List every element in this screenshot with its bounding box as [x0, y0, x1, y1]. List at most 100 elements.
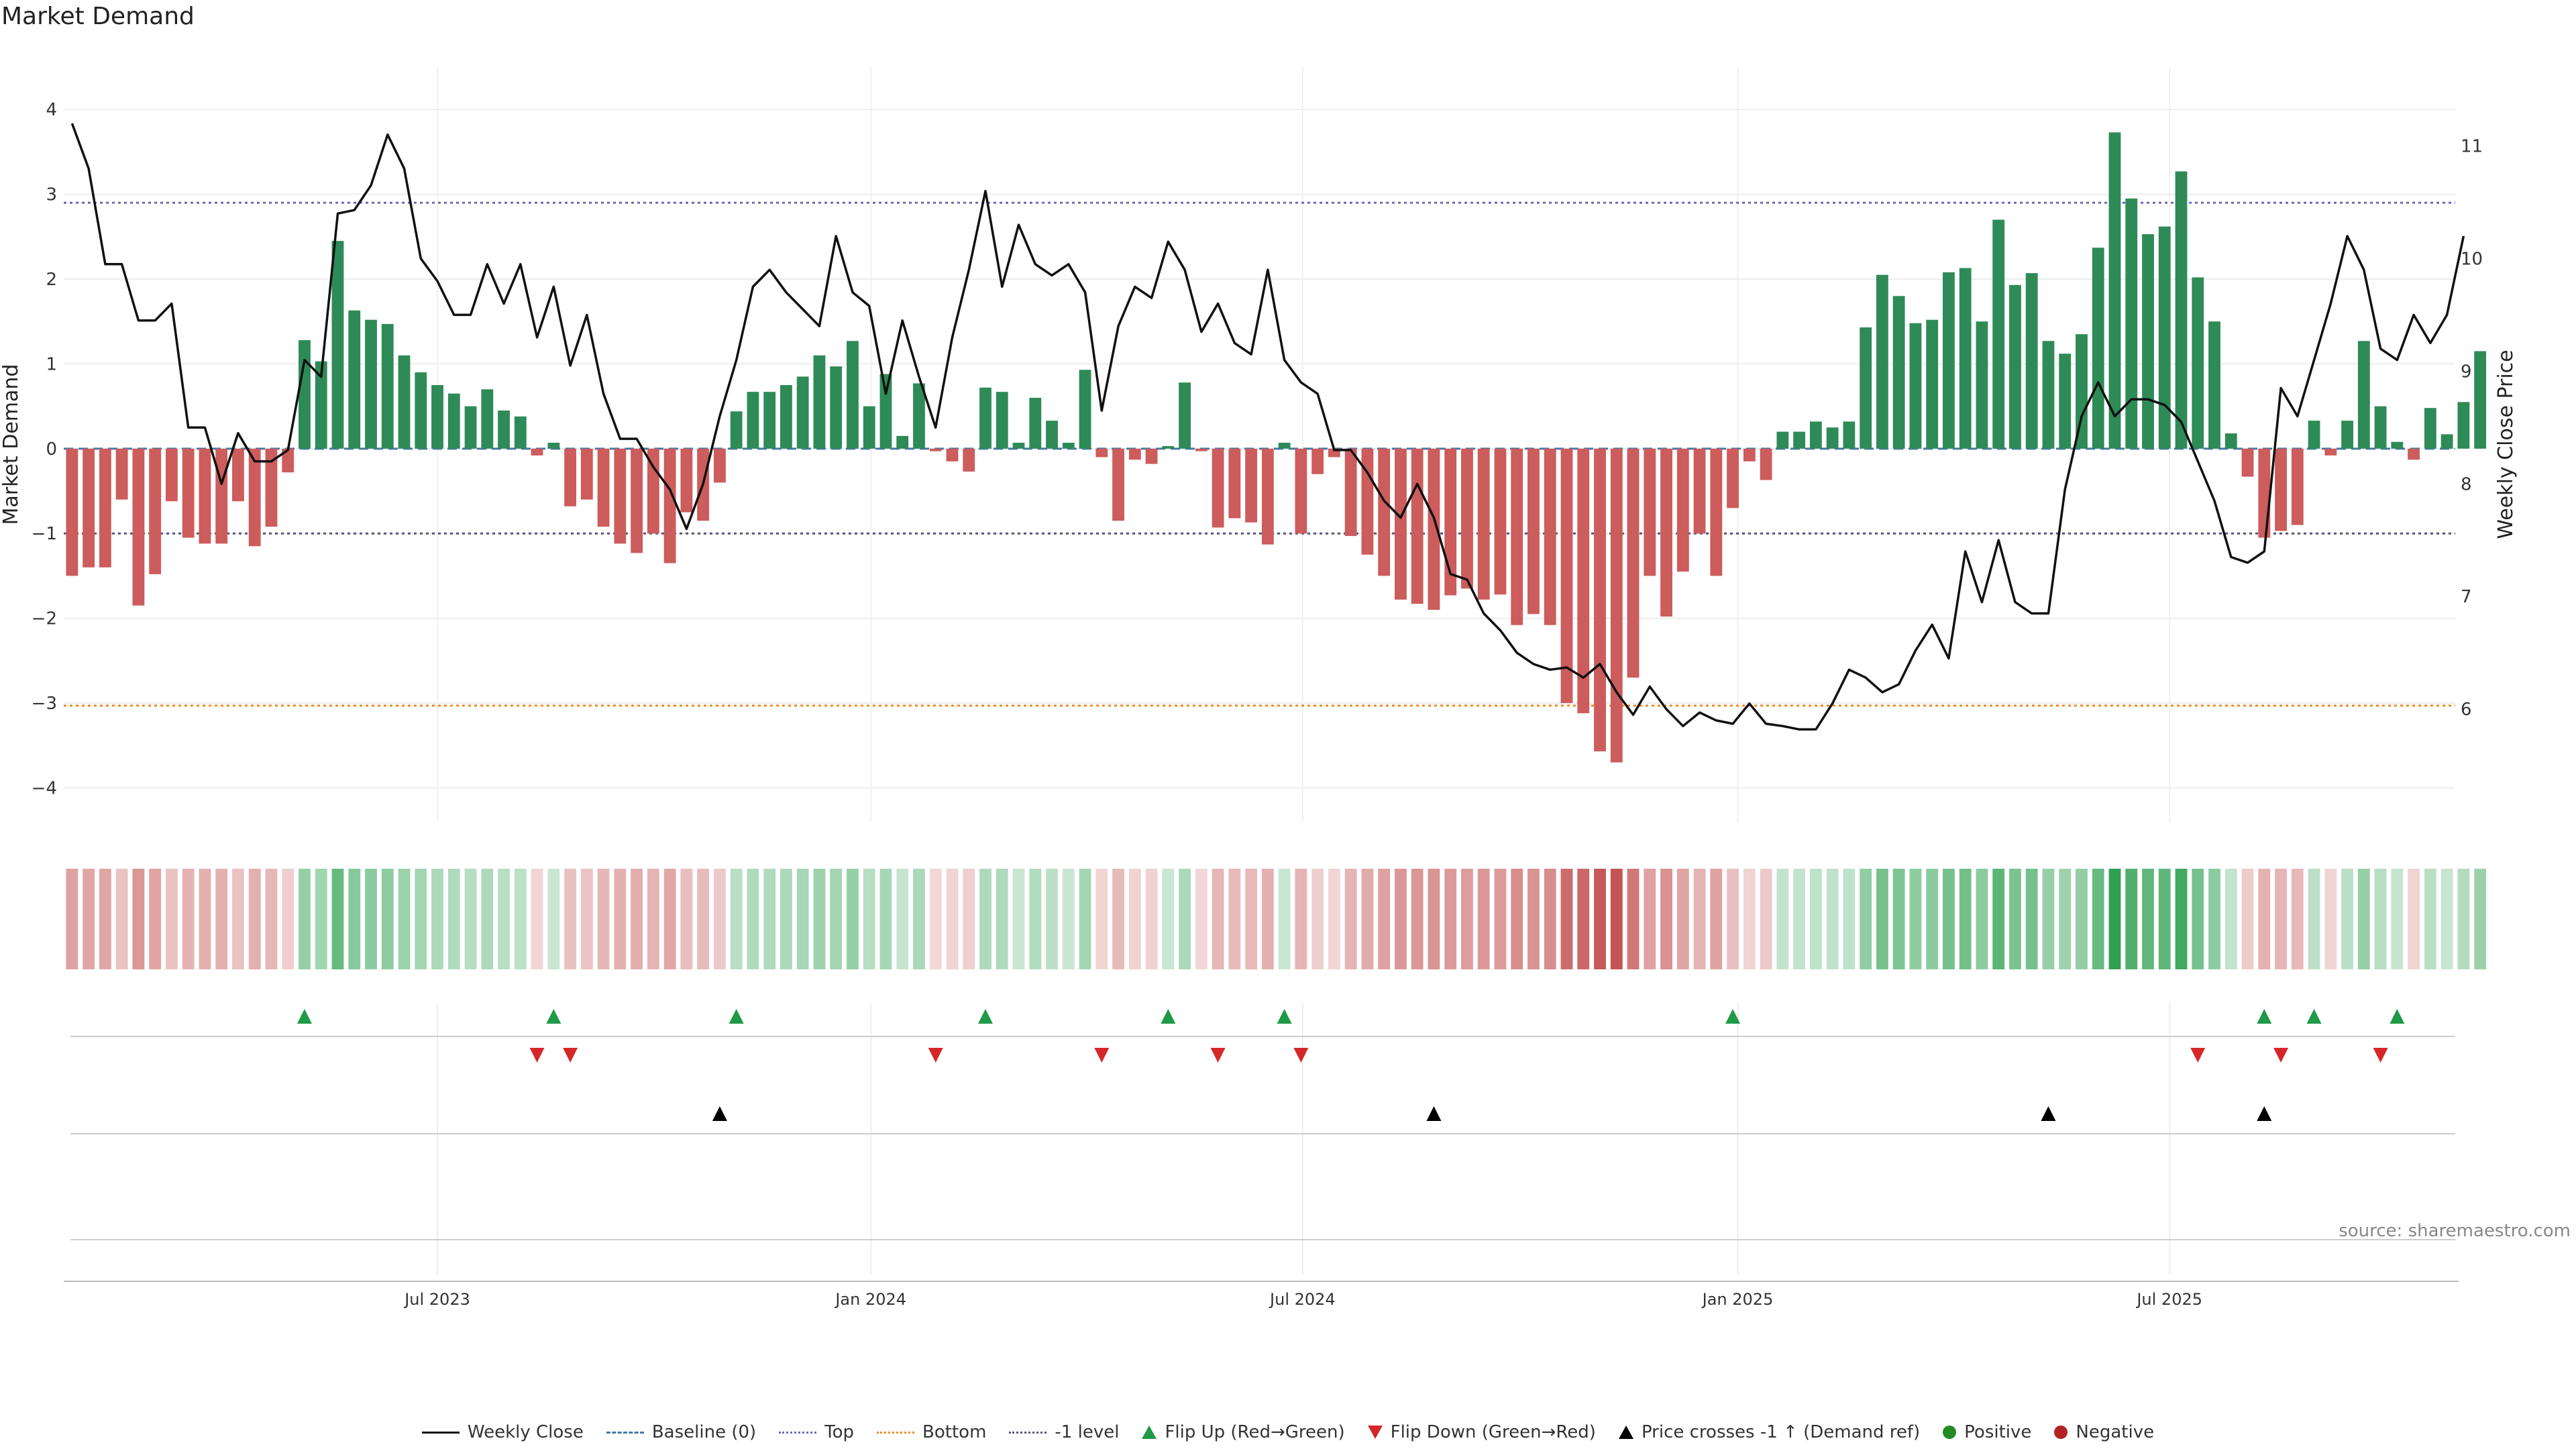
heat-cell: [1311, 869, 1324, 969]
heat-cell: [431, 869, 443, 969]
heat-cell: [947, 869, 959, 969]
heat-cell: [2026, 869, 2038, 969]
demand-bar: [1079, 370, 1091, 449]
demand-bar: [2009, 285, 2021, 449]
dotted-line-swatch-icon: [1009, 1426, 1046, 1439]
flip-down-marker: [928, 1048, 943, 1063]
heat-cell: [598, 869, 610, 969]
flip-up-marker: [1161, 1009, 1175, 1024]
heat-cell: [116, 869, 128, 969]
heat-cell: [896, 869, 908, 969]
heat-cell: [1893, 869, 1905, 969]
flip-down-marker: [1293, 1048, 1308, 1063]
demand-bar: [1943, 272, 1955, 449]
heat-cell: [481, 869, 493, 969]
demand-bar: [1395, 449, 1407, 600]
demand-bar: [1311, 449, 1324, 474]
demand-bar: [1461, 449, 1473, 589]
heat-cell: [913, 869, 925, 969]
flip-down-marker: [1211, 1048, 1226, 1063]
heat-cell: [930, 869, 942, 969]
heat-cell: [1478, 869, 1490, 969]
heat-cell: [1876, 869, 1888, 969]
flip-up-marker: [1277, 1009, 1292, 1024]
y2-tick-label: 6: [2461, 700, 2472, 720]
demand-bar: [680, 449, 692, 513]
demand-bar: [1295, 449, 1307, 533]
heat-cell: [1544, 869, 1556, 969]
heat-cell: [747, 869, 759, 969]
legend-item-positive: Positive: [1943, 1422, 2031, 1442]
demand-bar: [1411, 449, 1424, 604]
heat-cell: [2059, 869, 2071, 969]
heat-cell: [631, 869, 643, 969]
y-tick-label: 4: [46, 100, 57, 120]
demand-bar: [2375, 407, 2387, 449]
heat-cell: [664, 869, 676, 969]
heat-cell: [382, 869, 394, 969]
y2-axis-title: Weekly Close Price: [2494, 350, 2518, 539]
heat-cell: [979, 869, 991, 969]
heat-cell: [498, 869, 510, 969]
legend: Weekly Close Baseline (0) Top Bottom -1 …: [0, 1422, 2576, 1442]
heat-cell: [1212, 869, 1224, 969]
demand-bar: [963, 449, 975, 472]
heat-cell: [1029, 869, 1041, 969]
demand-bar: [2358, 341, 2370, 449]
heat-cell: [2225, 869, 2237, 969]
heat-cell: [2341, 869, 2353, 969]
demand-bar: [714, 449, 726, 483]
heat-cell: [830, 869, 842, 969]
heat-cell: [1046, 869, 1058, 969]
y-tick-label: 2: [46, 270, 57, 290]
demand-bar: [2441, 434, 2453, 448]
y2-tick-label: 8: [2461, 474, 2472, 494]
heat-cell: [2308, 869, 2320, 969]
heat-cell: [2457, 869, 2469, 969]
heat-cell: [99, 869, 111, 969]
heat-cell: [581, 869, 593, 969]
y2-tick-label: 7: [2461, 587, 2472, 607]
demand-bar: [515, 417, 527, 449]
demand-bar: [1893, 296, 1905, 449]
demand-bar: [1843, 421, 1855, 448]
demand-bar: [415, 372, 427, 449]
y-tick-label: 0: [46, 439, 57, 460]
heat-cell: [465, 869, 477, 969]
legend-item-flip-down: Flip Down (Green→Red): [1368, 1422, 1596, 1442]
heat-cell: [1992, 869, 2004, 969]
demand-bar: [847, 341, 859, 449]
flip-down-marker: [2273, 1048, 2288, 1063]
heat-cell: [1378, 869, 1390, 969]
demand-bar: [2408, 449, 2420, 460]
heat-cell: [2208, 869, 2220, 969]
heat-cell: [1461, 869, 1473, 969]
heat-cell: [132, 869, 144, 969]
heat-cell: [1793, 869, 1805, 969]
heat-cell: [2092, 869, 2104, 969]
demand-bar: [1677, 449, 1689, 572]
demand-bar: [1544, 449, 1556, 625]
demand-bar: [1594, 449, 1606, 751]
dot-icon: [2054, 1426, 2068, 1439]
triangle-up-icon: [1619, 1426, 1633, 1439]
demand-bar: [1727, 449, 1739, 508]
demand-bar: [2292, 449, 2304, 525]
demand-bar: [1976, 321, 1988, 449]
demand-bar: [348, 311, 360, 449]
heat-cell: [166, 869, 178, 969]
y-tick-label: −3: [32, 694, 57, 714]
demand-bar: [731, 411, 743, 449]
demand-bar: [1992, 220, 2004, 449]
heat-cell: [1810, 869, 1822, 969]
demand-bar: [365, 320, 377, 449]
heat-cell: [880, 869, 892, 969]
event-rows: [70, 1009, 2455, 1240]
demand-bar: [1627, 449, 1640, 678]
demand-bar: [1694, 449, 1706, 533]
heat-cell: [1063, 869, 1075, 969]
heat-cell: [2424, 869, 2436, 969]
demand-bar: [614, 449, 626, 544]
legend-label: Bottom: [922, 1422, 986, 1442]
heat-cell: [1362, 869, 1374, 969]
